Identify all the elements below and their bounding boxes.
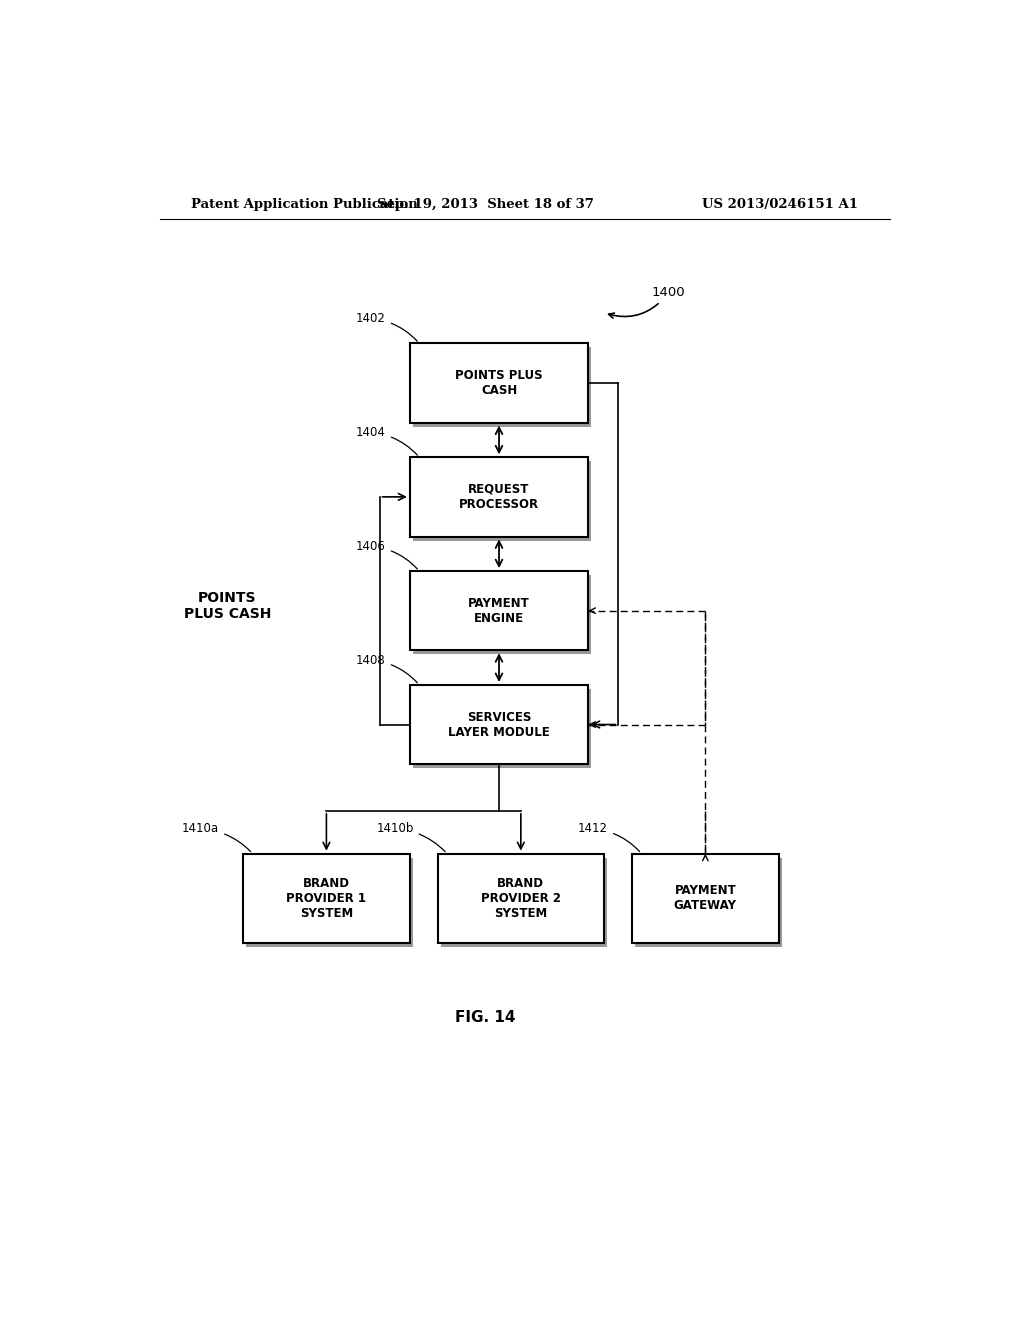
FancyBboxPatch shape bbox=[410, 572, 588, 651]
FancyBboxPatch shape bbox=[410, 343, 588, 422]
FancyBboxPatch shape bbox=[413, 689, 592, 768]
Text: 1400: 1400 bbox=[608, 286, 685, 318]
Text: SERVICES
LAYER MODULE: SERVICES LAYER MODULE bbox=[449, 710, 550, 738]
FancyBboxPatch shape bbox=[413, 576, 592, 655]
FancyBboxPatch shape bbox=[410, 457, 588, 536]
Text: POINTS
PLUS CASH: POINTS PLUS CASH bbox=[183, 590, 271, 620]
Text: Patent Application Publication: Patent Application Publication bbox=[191, 198, 418, 211]
Text: 1404: 1404 bbox=[356, 426, 418, 455]
FancyBboxPatch shape bbox=[440, 858, 607, 948]
FancyBboxPatch shape bbox=[635, 858, 782, 948]
FancyBboxPatch shape bbox=[437, 854, 604, 942]
FancyBboxPatch shape bbox=[632, 854, 779, 942]
FancyBboxPatch shape bbox=[246, 858, 413, 948]
Text: 1402: 1402 bbox=[356, 312, 418, 342]
FancyBboxPatch shape bbox=[410, 685, 588, 764]
Text: 1406: 1406 bbox=[356, 540, 418, 569]
Text: 1410a: 1410a bbox=[182, 822, 251, 851]
Text: 1408: 1408 bbox=[356, 653, 418, 682]
Text: US 2013/0246151 A1: US 2013/0246151 A1 bbox=[702, 198, 858, 211]
Text: FIG. 14: FIG. 14 bbox=[455, 1010, 515, 1024]
Text: REQUEST
PROCESSOR: REQUEST PROCESSOR bbox=[459, 483, 539, 511]
Text: BRAND
PROVIDER 1
SYSTEM: BRAND PROVIDER 1 SYSTEM bbox=[287, 876, 367, 920]
Text: BRAND
PROVIDER 2
SYSTEM: BRAND PROVIDER 2 SYSTEM bbox=[481, 876, 561, 920]
FancyBboxPatch shape bbox=[243, 854, 410, 942]
Text: 1412: 1412 bbox=[579, 822, 640, 851]
Text: 1410b: 1410b bbox=[377, 822, 445, 851]
Text: PAYMENT
GATEWAY: PAYMENT GATEWAY bbox=[674, 884, 737, 912]
FancyBboxPatch shape bbox=[413, 461, 592, 541]
Text: PAYMENT
ENGINE: PAYMENT ENGINE bbox=[468, 597, 529, 624]
Text: Sep. 19, 2013  Sheet 18 of 37: Sep. 19, 2013 Sheet 18 of 37 bbox=[377, 198, 594, 211]
FancyBboxPatch shape bbox=[413, 347, 592, 426]
Text: POINTS PLUS
CASH: POINTS PLUS CASH bbox=[456, 370, 543, 397]
